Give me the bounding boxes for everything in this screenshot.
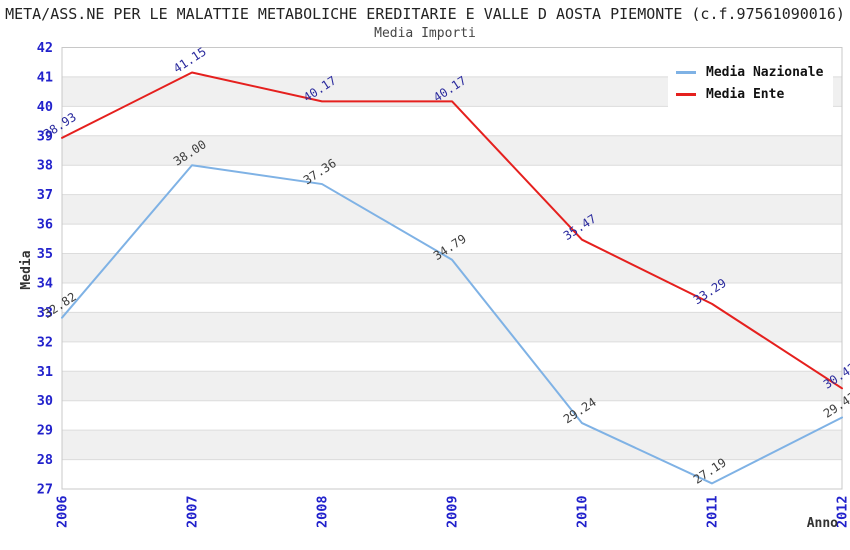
y-tick-label: 28 <box>37 452 53 468</box>
y-tick-label: 36 <box>37 217 53 233</box>
y-tick-label: 38 <box>37 158 53 174</box>
plot-band <box>62 194 842 225</box>
legend: Media Nazionale Media Ente <box>668 56 834 112</box>
plot-band <box>62 253 842 283</box>
y-tick-label: 33 <box>37 305 53 321</box>
legend-item-media-nazionale: Media Nazionale <box>676 61 823 83</box>
legend-label: Media Ente <box>706 86 785 102</box>
plot-border <box>61 47 843 490</box>
media-nazionale-swatch-icon <box>676 70 696 74</box>
y-tick-label: 27 <box>37 482 53 498</box>
legend-item-media-ente: Media Ente <box>676 83 823 105</box>
chart-title: META/ASS.NE PER LE MALATTIE METABOLICHE … <box>5 5 845 23</box>
x-tick-label: 2010 <box>575 495 591 528</box>
x-tick-label: 2007 <box>185 495 201 528</box>
y-tick-label: 31 <box>37 364 53 380</box>
y-tick-label: 42 <box>37 40 53 56</box>
media-ente-swatch-icon <box>676 92 696 96</box>
plot-band <box>62 135 842 166</box>
plot-band <box>62 371 842 401</box>
plot-band <box>62 312 842 342</box>
x-tick-label: 2012 <box>835 495 850 528</box>
series-line-media-ente <box>61 71 843 390</box>
legend-label: Media Nazionale <box>706 64 824 80</box>
plot-band <box>62 430 842 460</box>
point-label: 41.15 <box>171 44 209 75</box>
y-tick-label: 32 <box>37 334 53 350</box>
y-tick-label: 35 <box>37 246 53 262</box>
y-tick-label: 41 <box>37 69 53 85</box>
x-axis-title: Anno <box>807 516 838 531</box>
x-tick-label: 2011 <box>705 495 721 528</box>
y-tick-label: 37 <box>37 187 53 203</box>
y-tick-label: 39 <box>37 128 53 144</box>
x-tick-label: 2006 <box>55 495 71 528</box>
x-tick-label: 2008 <box>315 495 331 528</box>
y-axis-title: Media <box>19 250 34 289</box>
point-label: 30.42 <box>821 360 850 391</box>
y-tick-label: 40 <box>37 99 53 115</box>
series-line-media-nazionale <box>61 164 843 485</box>
y-tick-label: 29 <box>37 423 53 439</box>
y-tick-label: 34 <box>37 275 53 291</box>
y-tick-label: 30 <box>37 393 53 409</box>
chart-subtitle: Media Importi <box>374 26 476 41</box>
x-tick-label: 2009 <box>445 495 461 528</box>
